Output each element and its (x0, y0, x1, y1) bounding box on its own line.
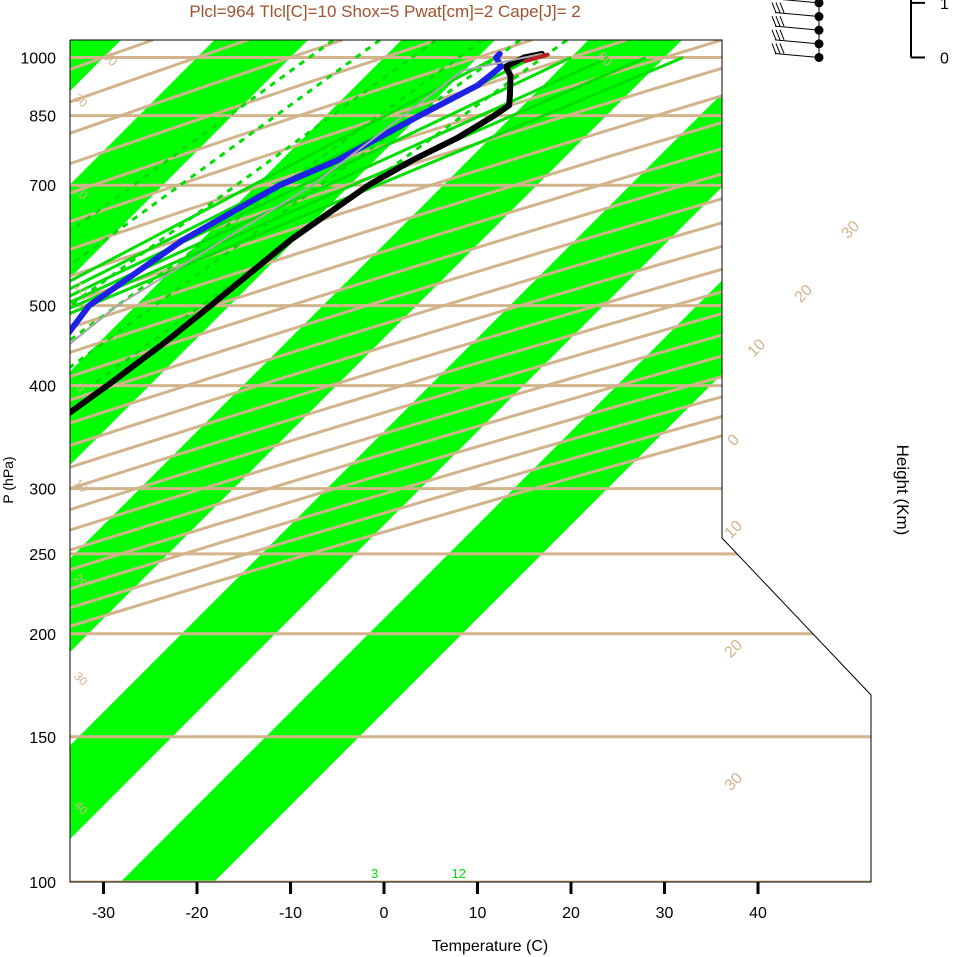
x-tick-label: -20 (185, 905, 208, 922)
adiabat-label: 10 (71, 476, 91, 496)
adiabat-label: 0 (725, 431, 743, 449)
height-tick-label: 0 (940, 50, 949, 67)
sounding-series-line (70, 50, 505, 882)
isotherm-band (70, 40, 687, 882)
height-axis-label: Height (Km) (893, 445, 912, 536)
dry-adiabat-line (70, 40, 871, 882)
sounding-series-line (523, 52, 550, 64)
x-tick-label: 30 (656, 905, 674, 922)
wind-barb (774, 25, 820, 31)
dry-adiabat-line (70, 40, 871, 882)
wind-barb-feather (779, 43, 785, 54)
adiabat-label: 30 (71, 669, 91, 689)
height-tick-label: 1 (940, 0, 949, 13)
dry-adiabat-line (70, 40, 818, 882)
wind-barb-feather (779, 15, 785, 27)
adiabat-label: 30 (71, 91, 91, 111)
adiabat-label: 20 (792, 282, 817, 307)
isotherm-band (70, 40, 500, 882)
dry-adiabat-line (70, 40, 438, 882)
x-tick-label: -30 (92, 905, 115, 922)
wind-barb-feather (771, 43, 777, 54)
mixing-ratio-label: 12 (452, 866, 466, 881)
plot-frame (69, 39, 872, 883)
wind-barb-feather (779, 29, 785, 41)
x-tick-label: 20 (562, 905, 580, 922)
dry-adiabat-line (70, 40, 871, 882)
x-tick-label: -10 (279, 905, 302, 922)
wind-barb-feather (775, 15, 781, 27)
adiabat-label: 10 (745, 336, 770, 361)
wind-barb-feather (771, 29, 777, 41)
wind-level-marker (814, 39, 824, 49)
dry-adiabat-line (70, 40, 871, 882)
wind-level-marker (814, 52, 824, 62)
y-tick-label: 850 (29, 109, 56, 126)
dry-adiabat-line (70, 40, 871, 882)
chart-title: Plcl=964 Tlcl[C]=10 Shox=5 Pwat[cm]=2 Ca… (189, 2, 580, 21)
wind-barb-feather (775, 2, 781, 13)
wind-level-marker (814, 25, 824, 35)
wind-barb-feather (771, 2, 777, 13)
wind-barb-feather (775, 43, 781, 54)
y-tick-label: 250 (29, 547, 56, 564)
dry-adiabat-line (70, 40, 871, 882)
adiabat-label: 20 (722, 637, 747, 662)
moist-adiabat-line (70, 56, 572, 556)
y-tick-label: 500 (29, 299, 56, 316)
moist-adiabat-line (70, 56, 497, 556)
dry-adiabat-line (70, 40, 871, 882)
y-tick-label: 200 (29, 627, 56, 644)
y-tick-label: 700 (29, 178, 56, 195)
x-tick-label: 10 (469, 905, 487, 922)
moist-adiabat-line (70, 56, 610, 556)
wind-barb-feather (779, 2, 785, 13)
x-tick-label: 40 (749, 905, 767, 922)
dry-adiabat-line (70, 40, 723, 882)
adiabat-label: 30 (722, 770, 747, 795)
x-axis-label: Temperature (C) (432, 938, 548, 955)
dry-adiabat-line (70, 40, 533, 882)
dry-adiabat-line (70, 40, 871, 882)
wind-barb-feather (775, 29, 781, 41)
sounding-series-line (70, 50, 545, 882)
dry-adiabat-line (70, 40, 249, 882)
y-tick-label: 1000 (20, 50, 56, 67)
wind-level-marker (814, 12, 824, 22)
moist-adiabat-line (70, 56, 647, 556)
dry-adiabat-line (70, 40, 871, 882)
y-tick-label: 400 (29, 379, 56, 396)
wind-barb (774, 39, 820, 45)
dry-adiabat-line (70, 40, 871, 882)
x-tick-label: 0 (380, 905, 389, 922)
adiabat-label: 10 (722, 517, 747, 542)
wind-barb (774, 52, 820, 58)
wind-barb (781, 0, 820, 4)
dry-adiabat-line (70, 40, 344, 882)
y-tick-label: 150 (29, 730, 56, 747)
adiabat-label: 30 (839, 218, 864, 243)
wind-level-marker (814, 0, 824, 8)
sounding-series-line (70, 52, 543, 715)
wind-barb (774, 12, 820, 18)
y-tick-label: 300 (29, 482, 56, 499)
wind-barb-feather (771, 15, 777, 27)
moist-adiabat-line (70, 56, 684, 556)
y-axis-label: P (hPa) (0, 456, 16, 503)
y-tick-label: 100 (29, 875, 56, 892)
mixing-ratio-label: 3 (371, 866, 378, 881)
